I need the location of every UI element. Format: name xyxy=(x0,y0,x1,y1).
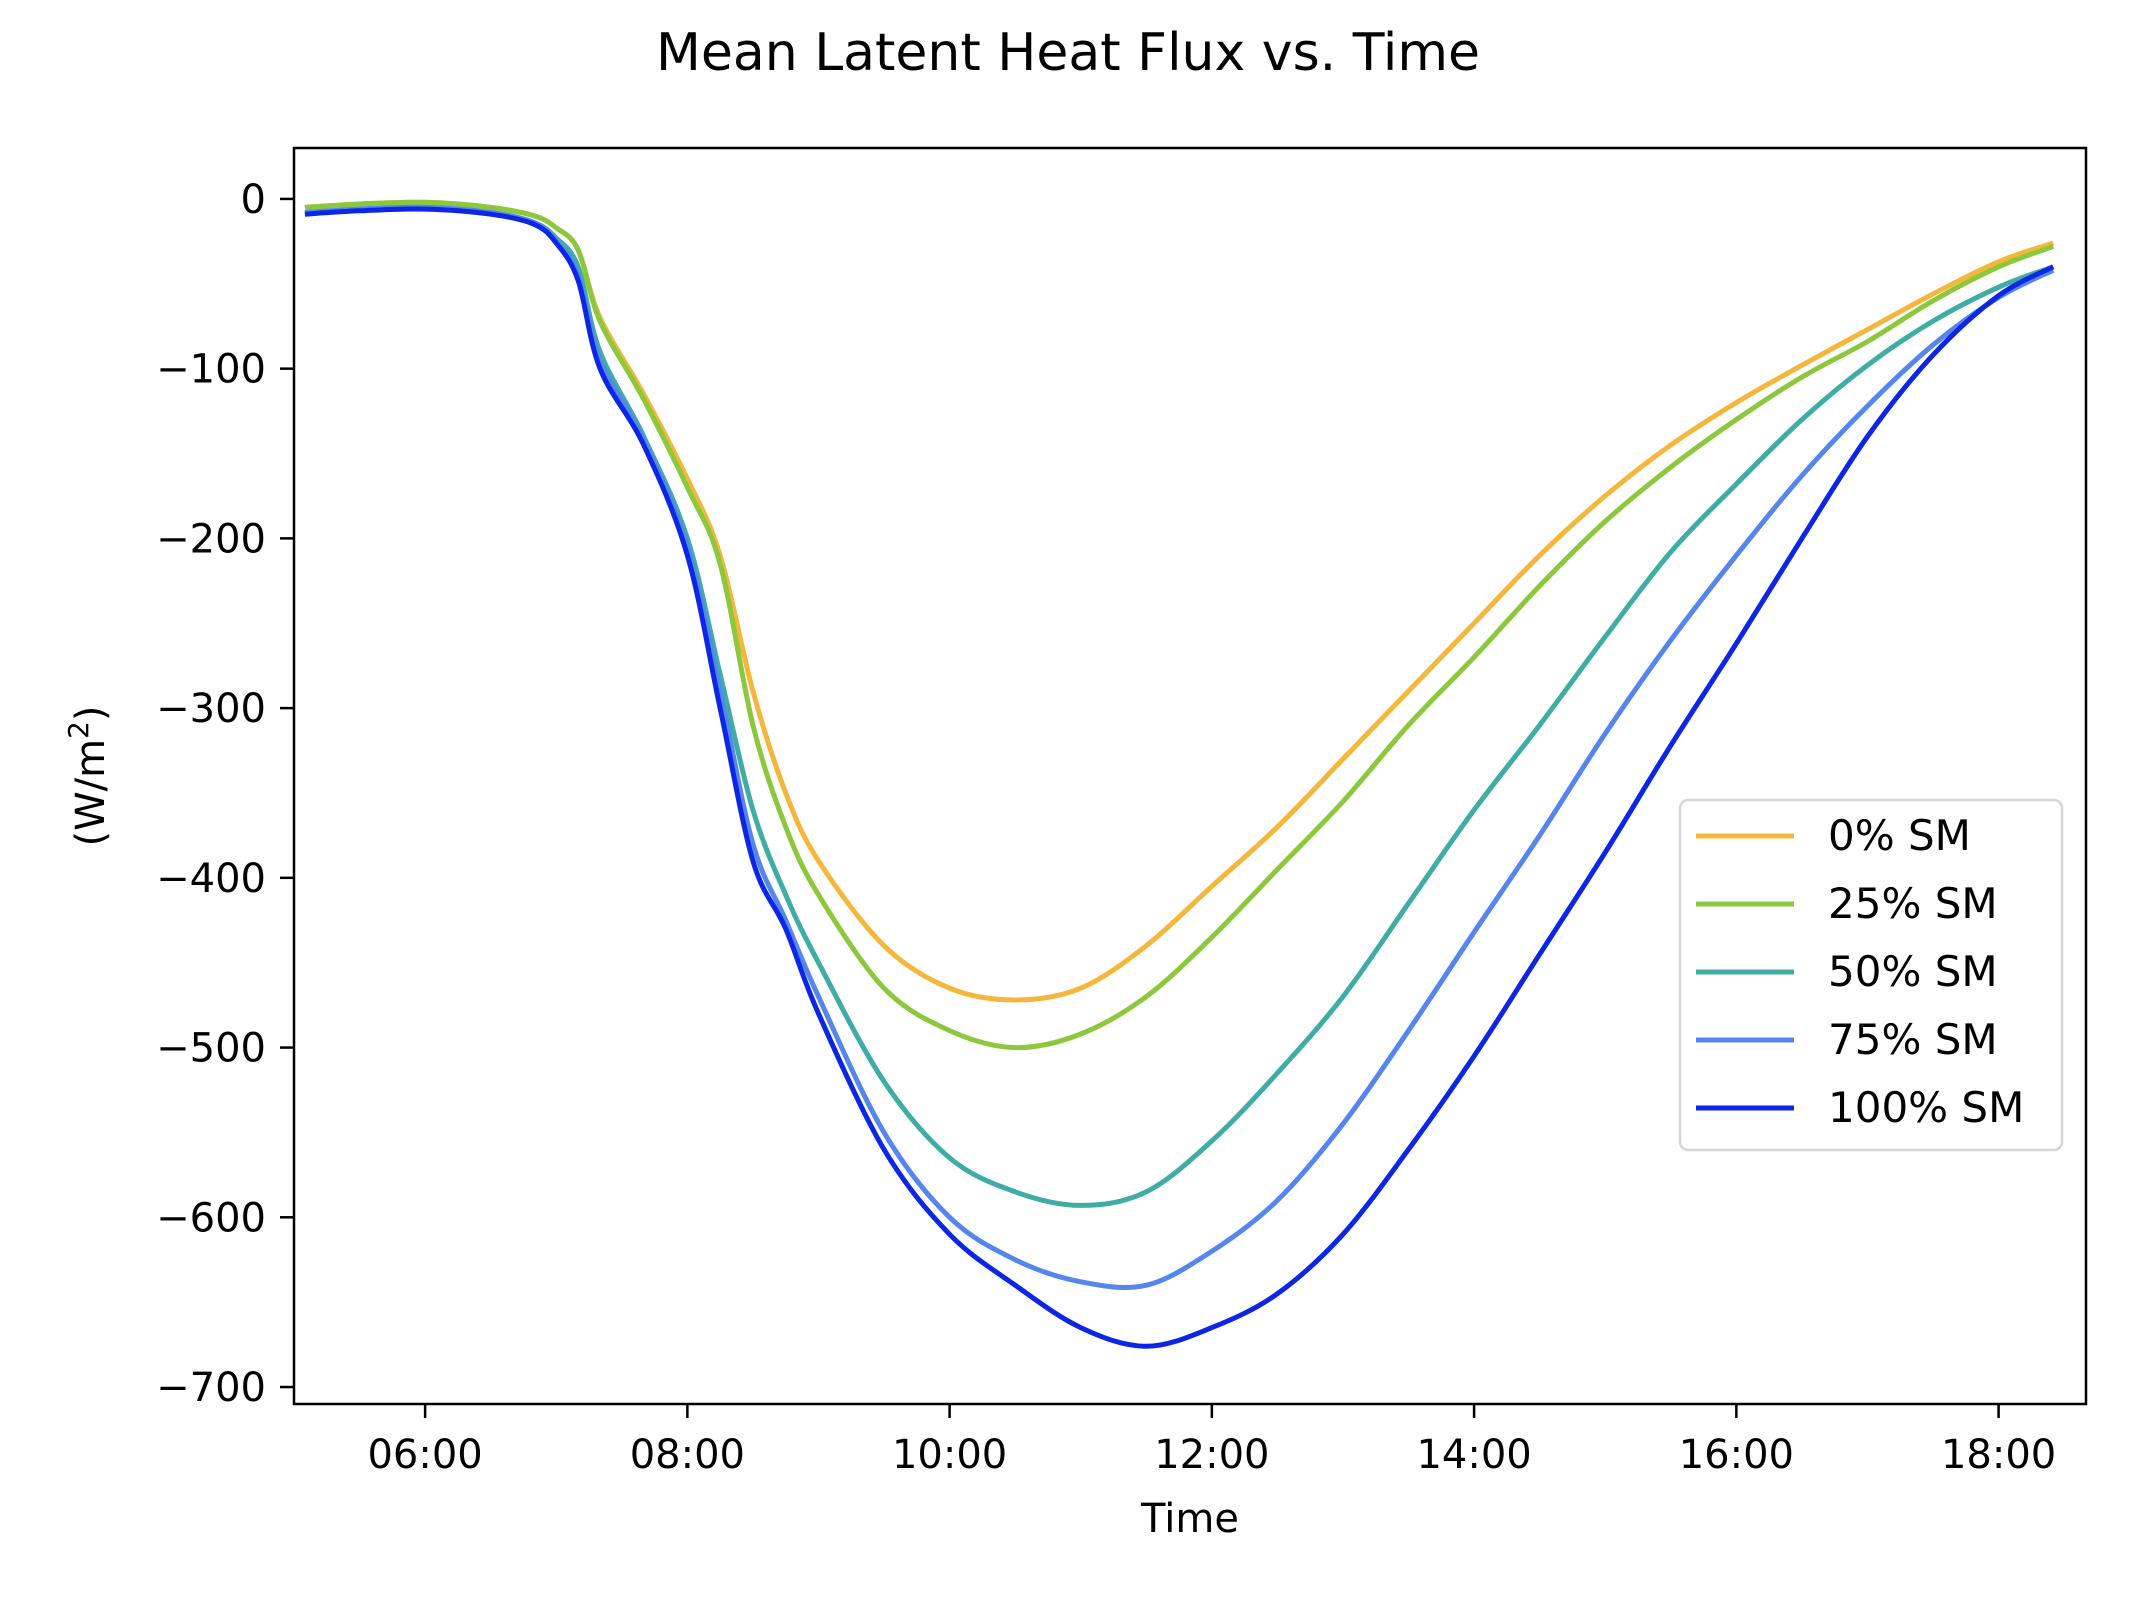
plot-frame xyxy=(292,146,2088,1406)
y-axis-label-sup: 2 xyxy=(62,721,95,739)
x-tick-label: 12:00 xyxy=(1154,1432,1269,1478)
x-tick-label: 08:00 xyxy=(630,1432,745,1478)
y-tick-label: −500 xyxy=(156,1026,266,1072)
y-tick-label: −700 xyxy=(156,1365,266,1411)
y-axis: 0 −100 −200 −300 −400 −500 −600 −700 xyxy=(156,177,294,1411)
legend-label: 50% SM xyxy=(1828,947,1998,996)
legend-label: 0% SM xyxy=(1828,811,1971,860)
legend-frame xyxy=(1678,798,2064,1152)
x-tick-label: 06:00 xyxy=(367,1432,482,1478)
y-axis-label-close: ) xyxy=(68,705,114,721)
legend-label: 25% SM xyxy=(1828,879,1998,928)
legend: 0% SM 25% SM 50% SM 75% SM 100% SM xyxy=(1678,798,2064,1152)
series-line-4 xyxy=(304,206,2055,1349)
y-axis-label-text: (W/m xyxy=(68,739,114,847)
y-tick-label: −100 xyxy=(156,347,266,393)
series-line-1 xyxy=(304,199,2055,1051)
y-tick-label: −200 xyxy=(156,516,266,562)
x-tick-label: 16:00 xyxy=(1679,1432,1794,1478)
y-tick-label: −600 xyxy=(156,1195,266,1241)
y-tick-label: −400 xyxy=(156,856,266,902)
legend-label: 100% SM xyxy=(1828,1083,2024,1132)
x-axis-label: Time xyxy=(1140,1496,1239,1542)
series-line-2 xyxy=(304,204,2055,1208)
y-tick-label: 0 xyxy=(241,177,266,223)
x-axis: 06:00 08:00 10:00 12:00 14:00 16:00 18:00 xyxy=(367,1404,2056,1478)
y-tick-label: −300 xyxy=(156,686,266,732)
series-layer xyxy=(304,199,2055,1349)
x-tick-label: 18:00 xyxy=(1941,1432,2056,1478)
x-tick-label: 10:00 xyxy=(892,1432,1007,1478)
legend-label: 75% SM xyxy=(1828,1015,1998,1064)
x-tick-label: 14:00 xyxy=(1416,1432,1531,1478)
y-axis-label: (W/m2) xyxy=(62,705,114,846)
chart-title: Mean Latent Heat Flux vs. Time xyxy=(656,23,1480,83)
